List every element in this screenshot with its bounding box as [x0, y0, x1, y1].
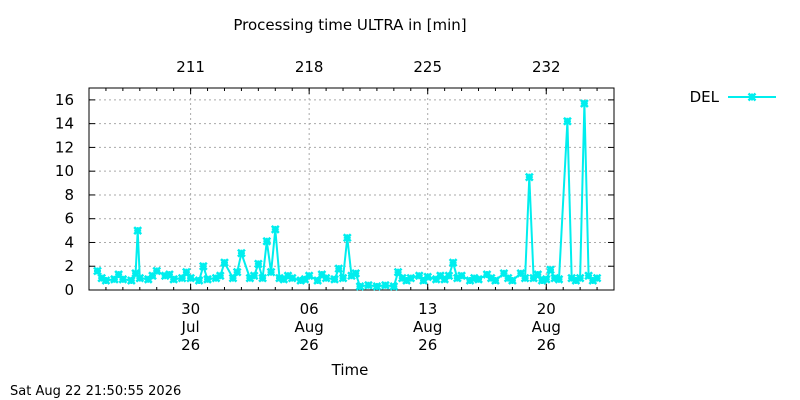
- series-layer: [93, 99, 602, 291]
- x-tick-label-year: 26: [537, 336, 556, 354]
- chart-title: Processing time ULTRA in [min]: [233, 16, 466, 34]
- x-tick-label-year: 26: [181, 336, 200, 354]
- y-tick-label: 8: [64, 186, 74, 204]
- x-tick-label-day: 30: [181, 300, 200, 318]
- data-point: [321, 273, 331, 283]
- data-point: [194, 276, 204, 285]
- data-point: [372, 282, 382, 291]
- data-point: [258, 273, 267, 283]
- legend-label-del: DEL: [690, 88, 720, 106]
- data-point: [444, 271, 454, 281]
- data-point: [575, 273, 585, 283]
- data-point: [270, 225, 280, 234]
- data-point: [93, 266, 102, 276]
- data-point: [364, 280, 373, 290]
- data-point: [135, 273, 145, 283]
- data-point: [203, 274, 212, 284]
- data-point: [334, 264, 344, 273]
- y-tick-label: 2: [64, 257, 74, 275]
- legend: DEL: [690, 88, 776, 106]
- data-point: [262, 236, 272, 246]
- x-tick-label-year: 26: [418, 336, 437, 354]
- x2-tick-label: 218: [295, 58, 324, 76]
- footer-timestamp: Sat Aug 22 21:50:55 2026: [10, 384, 181, 399]
- data-point: [118, 274, 128, 284]
- x-tick-label-month: Jul: [181, 318, 200, 336]
- data-point: [266, 267, 276, 277]
- grid-lines: [89, 88, 614, 290]
- data-point: [342, 233, 352, 243]
- data-point: [520, 273, 530, 283]
- data-point: [355, 282, 365, 291]
- data-point: [215, 271, 225, 281]
- plot-frame: [88, 87, 615, 291]
- x-tick-label-month: Aug: [532, 318, 561, 336]
- x2-tick-label: 211: [176, 58, 205, 76]
- data-point: [126, 276, 136, 285]
- x2-tick-label: 225: [413, 58, 442, 76]
- x-tick-label-day: 13: [418, 300, 437, 318]
- data-point: [563, 116, 572, 126]
- y-tick-label: 16: [55, 91, 74, 109]
- legend-marker-symbol: [747, 92, 757, 102]
- data-point: [474, 274, 483, 284]
- data-point: [232, 267, 242, 277]
- y-tick-label: 4: [64, 233, 74, 251]
- data-point: [423, 272, 433, 282]
- data-point: [287, 273, 297, 283]
- y-tick-label: 14: [55, 115, 74, 133]
- data-point: [524, 172, 534, 182]
- x-tick-label-day: 06: [300, 300, 319, 318]
- data-point: [220, 258, 229, 268]
- data-point: [152, 266, 162, 276]
- data-point: [491, 276, 500, 285]
- data-point: [186, 273, 195, 283]
- data-point: [457, 271, 466, 281]
- y-tick-label: 6: [64, 210, 74, 228]
- data-point: [448, 258, 458, 268]
- data-point: [503, 273, 513, 283]
- data-point: [406, 273, 416, 283]
- data-point: [541, 274, 551, 284]
- data-point: [508, 276, 517, 285]
- data-point: [592, 273, 602, 283]
- data-point: [554, 274, 564, 284]
- data-point: [338, 273, 348, 283]
- y-tick-label: 12: [55, 138, 74, 156]
- y-tick-label: 0: [64, 281, 74, 299]
- data-point: [579, 99, 589, 108]
- y-tick-label: 10: [55, 162, 74, 180]
- x-axis-label: Time: [331, 361, 369, 379]
- legend-marker-del: [747, 92, 757, 102]
- data-point: [237, 248, 246, 258]
- data-point: [330, 274, 339, 284]
- x-tick-label-month: Aug: [413, 318, 442, 336]
- data-point: [351, 268, 361, 278]
- data-point: [249, 271, 259, 281]
- x-tick-label-day: 20: [537, 300, 556, 318]
- series-line-del: [96, 103, 598, 288]
- data-point: [380, 280, 390, 290]
- data-point: [253, 259, 263, 269]
- data-point: [304, 271, 314, 281]
- data-point: [101, 276, 111, 285]
- data-point: [546, 265, 555, 275]
- axes: 024681012141630Jul2606Aug2613Aug2620Aug2…: [55, 58, 615, 354]
- data-point: [133, 226, 143, 235]
- data-point: [389, 282, 399, 291]
- x-tick-label-year: 26: [300, 336, 319, 354]
- data-point: [198, 261, 208, 271]
- data-point: [169, 274, 179, 284]
- x2-tick-label: 232: [532, 58, 561, 76]
- x-tick-label-month: Aug: [295, 318, 324, 336]
